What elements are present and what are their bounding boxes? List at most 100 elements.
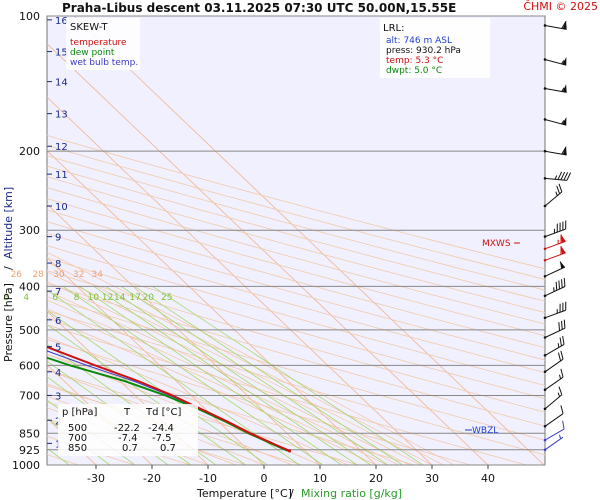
wind-barb-feather <box>558 183 563 193</box>
lrl-press: press: 930.2 hPa <box>386 46 461 56</box>
pressure-tick-label: 300 <box>19 224 40 237</box>
legend-box: SKEW-T temperature dew point wet bulb te… <box>66 18 140 70</box>
mixing-ratio-line <box>134 285 403 465</box>
wind-barb-feather <box>563 172 569 181</box>
mixing-ratio-line <box>47 323 246 465</box>
dry-adiabat-line <box>47 270 545 413</box>
wind-barb-half-feather <box>559 434 562 440</box>
wind-barb-feather <box>563 319 566 329</box>
wind-barb-dot <box>543 294 547 298</box>
wind-barb-shaft <box>544 309 566 319</box>
altitude-tick-label: 13 <box>55 110 68 121</box>
wind-barb-half-feather <box>553 228 555 234</box>
temp-tick-label: 30 <box>425 472 439 485</box>
wind-barb <box>543 146 567 156</box>
dry-adiabat-line <box>47 145 545 280</box>
temp-tick-label: 0 <box>261 472 268 485</box>
wind-barb-feather <box>560 405 564 414</box>
dry-adiabat-line <box>47 176 545 313</box>
wind-barb-flag <box>561 245 566 255</box>
wind-barb-feather <box>566 172 572 181</box>
mixing-ratio-label: 17 <box>129 293 140 303</box>
wind-barb-shaft <box>544 327 566 338</box>
wind-barb <box>543 171 572 181</box>
wind-barb-half-feather <box>553 287 555 292</box>
dry-adiabat-line <box>47 283 545 427</box>
wind-barb-shaft <box>544 358 564 373</box>
altitude-tick-label: 8 <box>55 259 61 270</box>
legend-title: SKEW-T <box>70 22 108 33</box>
temp-tick-label: -20 <box>143 472 161 485</box>
wind-barb-feather <box>560 368 564 378</box>
wind-barb-feather <box>561 146 567 155</box>
mixing-ratio-title: Mixing ratio [g/kg] <box>301 487 402 500</box>
wind-barb <box>543 386 563 411</box>
pressure-tick-label: 925 <box>19 444 40 457</box>
wind-barb-shaft <box>544 59 567 66</box>
moist-adiabat-line <box>47 369 293 465</box>
pressure-tick-label: 200 <box>19 145 40 158</box>
mixing-ratio-line <box>120 285 389 465</box>
wind-barb-feather <box>563 277 566 287</box>
mixing-ratio-label: 6 <box>52 293 58 303</box>
wind-barb-dot <box>543 118 547 121</box>
mixing-ratio-line <box>79 285 342 465</box>
table-row: 500 -22.2 -24.4 <box>68 423 174 434</box>
isotherm-line <box>47 257 265 465</box>
wind-barb-dot <box>543 407 547 411</box>
pressure-tick-label: 600 <box>19 359 40 372</box>
isotherm-line <box>73 16 545 465</box>
table-header-p: p [hPa] <box>62 407 97 418</box>
dry-adiabat-line <box>47 221 545 361</box>
surface-point <box>287 449 292 453</box>
wind-barb <box>543 245 566 262</box>
wind-barb-shaft <box>544 286 566 297</box>
y-axis-title-altitude: Altitude [km] <box>2 187 15 259</box>
wind-barb-feather <box>561 20 567 29</box>
wbzl-label: WBZL <box>472 426 498 436</box>
wind-barb <box>543 20 567 30</box>
altitude-tick-label: 4 <box>55 368 61 379</box>
wind-barb-flag <box>561 234 566 243</box>
wind-barb <box>543 260 566 278</box>
wind-barb-dot <box>543 24 547 27</box>
wind-barb <box>543 56 567 66</box>
mixing-ratio-label: 12 <box>102 293 113 303</box>
pressure-tick-label: 100 <box>19 10 40 23</box>
mixing-ratio-label: 14 <box>114 293 126 303</box>
legend-wet-bulb: wet bulb temp. <box>70 58 138 68</box>
wind-barb-feather <box>560 245 562 255</box>
isotherm-line <box>47 150 377 465</box>
y-axis-title: Pressure [hPa] / Altitude [km] <box>2 187 15 362</box>
altitude-tick-label: 11 <box>55 170 68 181</box>
altitude-tick-label: 14 <box>55 78 68 89</box>
temp-tick-label: -30 <box>87 472 105 485</box>
wind-barb-flag <box>562 116 567 126</box>
isotherm-line <box>47 203 321 465</box>
wind-barb-dot <box>543 438 547 442</box>
temp-tick-label: -10 <box>199 472 217 485</box>
moist-adiabat-label: 30 <box>53 270 65 280</box>
wind-barb-dot <box>543 235 547 238</box>
y-axis-title-pressure: Pressure [hPa] <box>2 283 15 362</box>
wind-barb-feather <box>562 420 565 430</box>
moist-adiabat-label: 34 <box>91 270 103 280</box>
wind-barb-half-feather <box>557 343 560 348</box>
altitude-tick-label: 12 <box>55 142 68 153</box>
wind-barb <box>543 319 566 339</box>
wind-barb <box>543 234 566 251</box>
mixing-ratio-label: 10 <box>88 293 100 303</box>
x-axis-separator: / <box>290 487 294 500</box>
altitude-tick-label: 9 <box>55 233 61 244</box>
mixing-ratio-line <box>93 285 358 465</box>
wind-barb <box>543 368 564 392</box>
wind-barb-feather <box>560 350 564 360</box>
dew-point-line <box>47 356 289 452</box>
wind-barb-shaft <box>544 413 564 427</box>
isobars <box>47 15 545 466</box>
pressure-tick-label: 500 <box>19 324 40 337</box>
wind-barb-flag <box>562 21 567 30</box>
wind-barb-flag <box>562 56 567 66</box>
wind-barb-feather <box>557 171 563 180</box>
wind-barb <box>543 116 567 126</box>
